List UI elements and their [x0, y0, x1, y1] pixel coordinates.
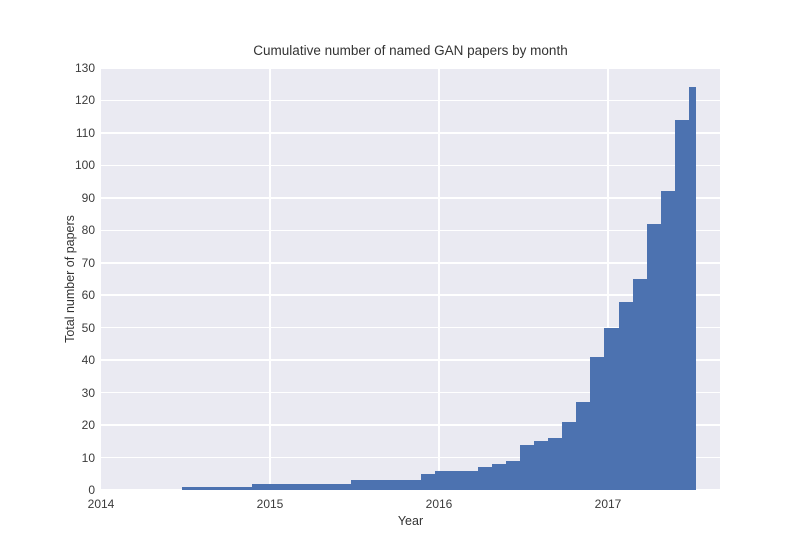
bar: [266, 483, 282, 490]
y-tick-label: 130: [74, 61, 95, 75]
bar: [688, 87, 697, 490]
y-tick-label: 10: [81, 450, 95, 465]
gridline-horizontal: [101, 229, 720, 232]
gridline-vertical: [269, 68, 271, 490]
y-tick-label: 70: [81, 255, 95, 270]
gridline-horizontal: [101, 424, 720, 426]
bar: [519, 444, 535, 490]
gridline-horizontal: [101, 67, 720, 69]
x-tick-label: 2017: [594, 497, 622, 511]
gridline-horizontal: [101, 326, 720, 329]
bar: [660, 191, 676, 490]
bar: [210, 486, 225, 490]
bar: [477, 467, 493, 490]
gridline-vertical: [438, 68, 440, 490]
bar: [576, 402, 591, 490]
bar: [463, 470, 479, 490]
bar: [350, 480, 366, 490]
bar: [393, 480, 408, 490]
bar: [196, 486, 211, 490]
gridline-horizontal: [101, 262, 720, 264]
y-tick-label: 40: [81, 353, 95, 368]
bar: [548, 438, 563, 490]
bar: [252, 483, 268, 490]
bar: [449, 470, 465, 490]
bar: [632, 279, 648, 490]
x-tick-label: 2014: [87, 497, 115, 511]
bar: [308, 483, 324, 490]
bar: [590, 356, 606, 490]
bar: [435, 470, 451, 490]
gridline-horizontal: [101, 132, 720, 134]
bar: [618, 301, 634, 490]
gridline-horizontal: [101, 359, 720, 361]
bar: [604, 327, 620, 490]
gridline-horizontal: [101, 99, 720, 102]
y-tick-label: 0: [88, 483, 95, 497]
x-axis-label: Year: [397, 514, 424, 528]
gridline-vertical: [607, 68, 609, 490]
y-tick-label: 30: [81, 385, 95, 400]
gridline-horizontal: [101, 164, 720, 167]
gridline-horizontal: [101, 197, 720, 199]
bar: [421, 473, 437, 490]
y-tick-label: 20: [81, 418, 95, 433]
bar: [238, 486, 253, 490]
y-tick-label: 90: [81, 190, 95, 205]
bar: [407, 480, 422, 490]
bar: [379, 480, 394, 490]
chart-title: Cumulative number of named GAN papers by…: [253, 43, 568, 58]
y-tick-label: 120: [74, 93, 95, 108]
bar: [181, 486, 197, 490]
bar: [505, 460, 521, 490]
bar: [562, 421, 577, 490]
plot-area: [101, 67, 720, 491]
gridline-horizontal: [101, 391, 720, 394]
y-tick-label: 80: [81, 223, 95, 238]
bar: [336, 483, 352, 490]
gridline-horizontal: [101, 456, 720, 459]
bar: [280, 483, 296, 490]
bar: [491, 464, 507, 490]
gridline-horizontal: [101, 489, 720, 491]
y-tick-label: 100: [74, 158, 95, 173]
bar: [294, 483, 310, 490]
y-tick-label: 110: [75, 125, 95, 140]
y-tick-label: 50: [81, 320, 95, 335]
x-tick-label: 2015: [256, 497, 284, 511]
x-tick-label: 2016: [425, 497, 453, 511]
gridline-horizontal: [101, 294, 720, 296]
bar: [322, 483, 338, 490]
bar: [646, 223, 662, 490]
bar: [365, 480, 380, 490]
y-tick-label: 60: [81, 288, 95, 303]
bar: [224, 486, 239, 490]
bar: [674, 119, 690, 490]
bar: [534, 441, 549, 490]
